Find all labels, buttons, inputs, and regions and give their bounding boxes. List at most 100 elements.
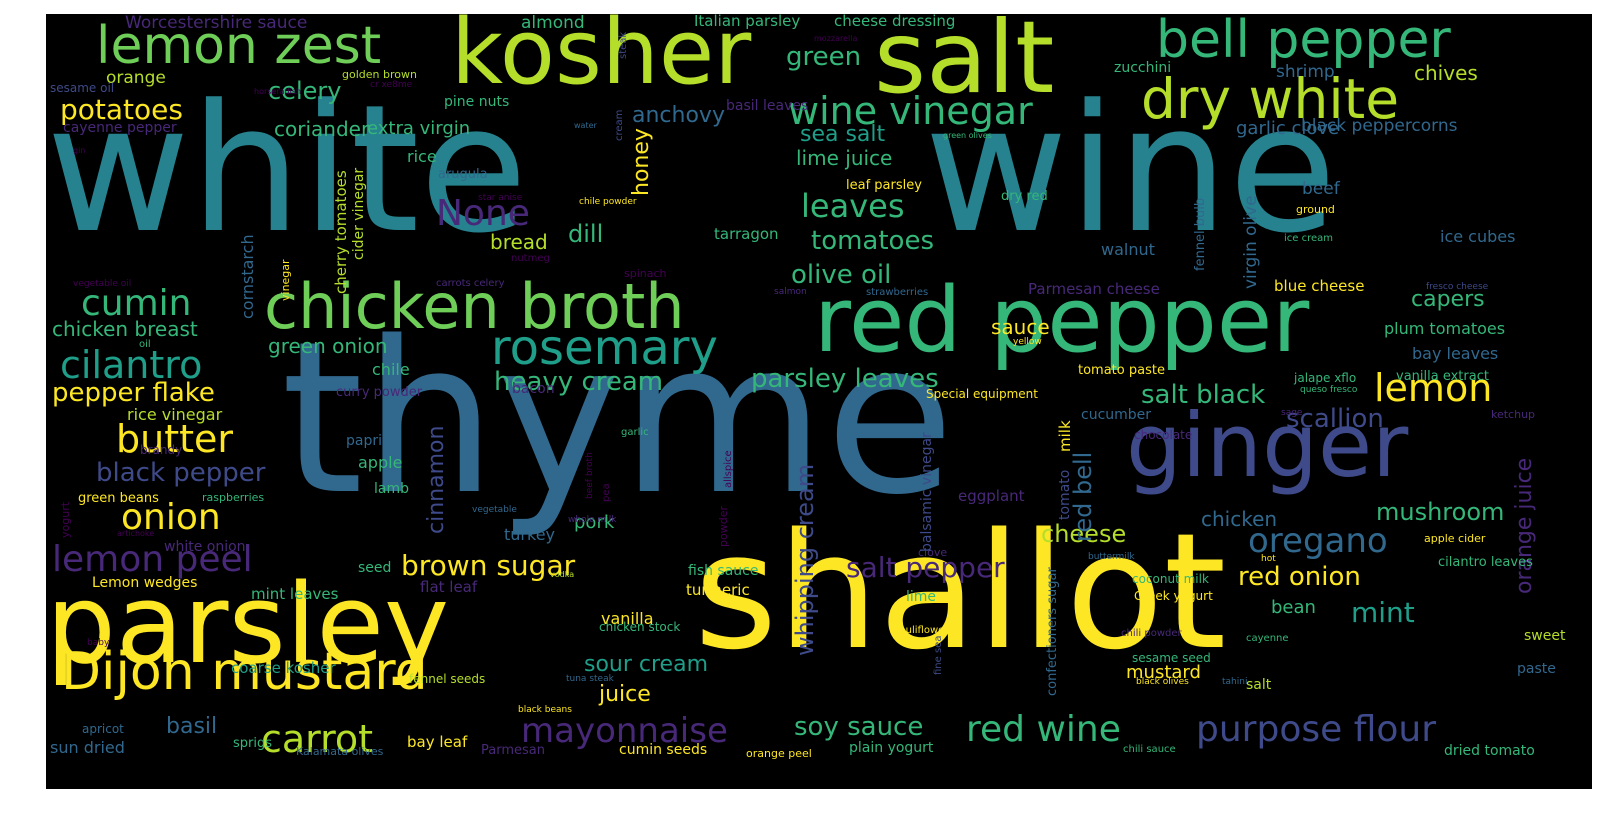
word-69: garlic clove	[1236, 118, 1340, 139]
word-104: spinach	[624, 267, 667, 280]
word-198: confectioners sugar	[1045, 567, 1060, 696]
word-48: sour cream	[584, 652, 709, 677]
word-37: potatoes	[60, 93, 183, 126]
word-154: cauliflower	[894, 625, 949, 636]
word-171: Kalamata olives	[296, 745, 384, 758]
word-175: plain yogurt	[849, 740, 934, 756]
word-112: yellow	[1013, 337, 1042, 347]
word-83: Italian parsley	[694, 14, 801, 30]
word-110: strawberries	[866, 287, 929, 298]
word-70: black peppercorns	[1301, 116, 1458, 136]
word-18: purpose flour	[1196, 709, 1437, 750]
word-72: beef	[1302, 179, 1340, 199]
word-178: oil	[139, 339, 151, 350]
word-115: bacon	[512, 381, 555, 397]
word-87: golden brown	[342, 68, 417, 81]
word-103: nutmeg	[511, 253, 550, 264]
word-163: sesame seed	[1132, 651, 1211, 665]
word-55: basil	[166, 714, 218, 739]
word-54: green onion	[268, 334, 388, 358]
word-100: ice cubes	[1440, 227, 1516, 246]
word-124: brandy	[140, 443, 183, 457]
word-76: chile	[372, 360, 410, 379]
word-91: basil leaves	[726, 98, 809, 114]
word-157: sweet	[1524, 628, 1566, 644]
word-200: yogurt	[59, 501, 72, 538]
word-25: cumin	[81, 283, 192, 324]
word-10: chicken broth	[264, 270, 685, 343]
word-59: coriander	[274, 117, 370, 141]
word-150: Greek yogurt	[1134, 589, 1213, 603]
word-8: red pepper	[814, 268, 1310, 373]
word-13: bell pepper	[1156, 14, 1451, 70]
word-158: baby	[87, 638, 110, 648]
word-75: pork	[574, 512, 615, 533]
word-57: honey	[629, 128, 654, 196]
word-16: wine vinegar	[788, 89, 1033, 133]
word-126: garlic	[621, 427, 649, 438]
word-189: virgin olive	[1241, 195, 1261, 289]
word-23: onion	[121, 497, 221, 538]
word-187: cider vinegar	[351, 167, 367, 260]
word-2: wine	[924, 67, 1337, 272]
word-133: white onion	[164, 539, 246, 555]
word-129: green beans	[78, 491, 159, 506]
word-194: beef broth	[585, 452, 595, 499]
word-123: ketchup	[1491, 408, 1536, 421]
word-143: seed	[358, 560, 392, 576]
word-43: mushroom	[1376, 498, 1505, 526]
word-12: lemon zest	[96, 16, 382, 76]
word-146: fish sauce	[688, 563, 759, 579]
word-149: coconut milk	[1132, 572, 1209, 586]
word-188: vinegar	[279, 259, 292, 301]
word-139: buttermilk	[1088, 552, 1135, 562]
word-36: olive oil	[791, 260, 892, 290]
word-82: almond	[521, 14, 585, 33]
word-114: vanilla extract	[1396, 369, 1489, 384]
word-106: blue cheese	[1274, 277, 1365, 295]
word-120: cucumber	[1081, 407, 1152, 423]
word-151: lime	[906, 589, 937, 605]
word-73: plum tomatoes	[1384, 319, 1506, 338]
word-65: chicken	[1201, 507, 1278, 531]
word-21: carrot	[261, 717, 374, 761]
word-39: green	[786, 42, 862, 72]
word-156: cayenne	[1246, 633, 1289, 644]
word-131: eggplant	[958, 487, 1025, 505]
word-134: vegetable	[472, 505, 517, 515]
word-155: chili powder	[1121, 628, 1182, 639]
word-148: vodka	[550, 570, 575, 579]
word-63: dill	[568, 220, 604, 248]
word-92: zucchini	[1114, 60, 1172, 76]
word-153: chicken stock	[599, 620, 681, 634]
word-105: Parmesan cheese	[1028, 280, 1160, 298]
word-5: parsley	[46, 560, 450, 688]
word-109: salmon	[774, 287, 807, 297]
word-144: mint leaves	[251, 585, 339, 603]
word-95: gin	[73, 146, 86, 155]
word-38: celery	[268, 77, 342, 105]
word-26: lemon	[1374, 366, 1493, 410]
word-68: extra virgin	[367, 118, 471, 139]
word-1: white	[46, 67, 528, 272]
word-159: coarse kosher	[231, 659, 336, 677]
word-179: water	[574, 121, 597, 130]
word-197: allspice	[723, 450, 734, 488]
word-137: artichoke	[117, 529, 155, 538]
word-161: tuna steak	[566, 674, 614, 684]
word-166: apricot	[82, 722, 124, 736]
word-172: Parmesan	[481, 743, 545, 758]
word-33: None	[436, 193, 530, 234]
word-67: sauce	[991, 315, 1050, 339]
word-164: black olives	[1136, 677, 1189, 687]
word-85: orange	[106, 68, 166, 88]
word-71: shrimp	[1276, 62, 1335, 82]
word-102: walnut	[1101, 240, 1155, 259]
word-113: jalape xflo	[1294, 371, 1357, 385]
word-119: Special equipment	[926, 387, 1038, 401]
word-86: sesame oil	[50, 81, 115, 95]
word-47: mint	[1351, 596, 1415, 629]
word-56: juice	[599, 682, 651, 707]
word-45: scallion	[1286, 404, 1384, 434]
word-42: black pepper	[96, 458, 266, 488]
